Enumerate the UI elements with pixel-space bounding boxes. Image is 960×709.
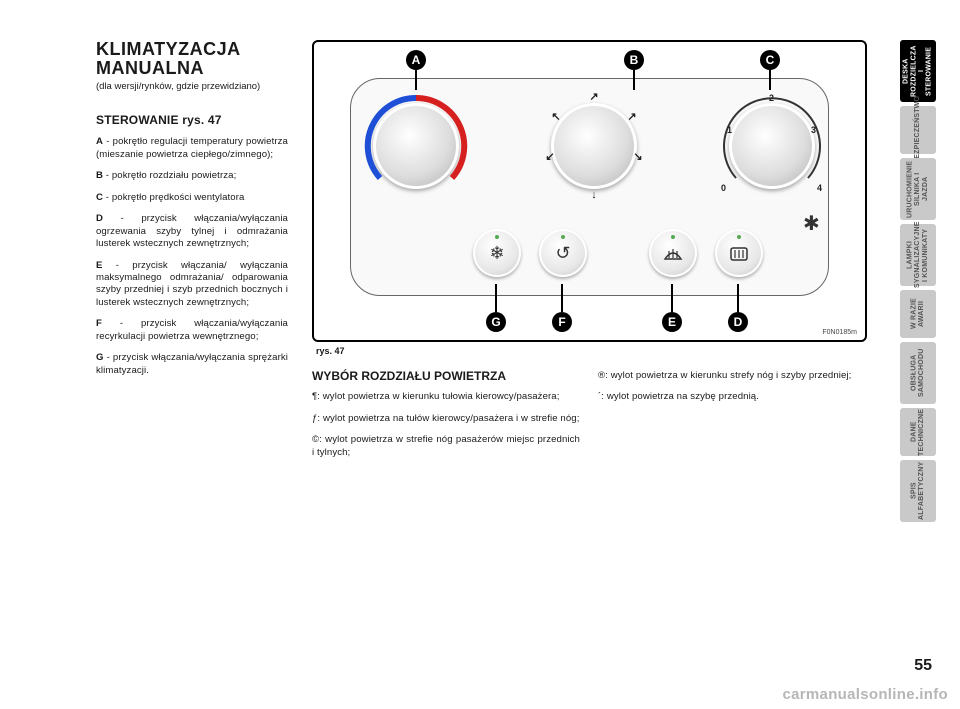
air-mode-3: ©: wylot powietrza w strefie nóg pasażer…: [312, 434, 580, 459]
callout-line: [671, 284, 673, 312]
callout-F: F: [552, 312, 572, 332]
svg-text:↖: ↖: [551, 111, 560, 123]
lower-col-2: ®: wylot powietrza w kierunku strefy nóg…: [598, 370, 866, 468]
button-ac-compressor: ❄: [473, 229, 521, 277]
led-icon: [495, 235, 499, 239]
page-title: KLIMATYZACJA MANUALNA: [96, 40, 288, 78]
snowflake-icon: ❄: [489, 243, 504, 264]
svg-text:↓: ↓: [591, 189, 597, 201]
recirc-icon: ↺: [555, 243, 570, 264]
svg-text:↘: ↘: [633, 151, 642, 163]
right-column: ↗ ↗ ↘ ↓ ↙ ↖ 0 1: [306, 40, 866, 660]
air-mode-4: ®: wylot powietrza w kierunku strefy nóg…: [598, 370, 866, 382]
figure-caption: rys. 47: [312, 346, 866, 356]
side-tabs: DESKA ROZDZIELCZA I STEROWANIE BEZPIECZE…: [900, 40, 936, 522]
callout-G: G: [486, 312, 506, 332]
svg-text:↗: ↗: [627, 111, 636, 123]
section-heading: STEROWANIE rys. 47: [96, 113, 288, 129]
windshield-rear-icon: [728, 243, 750, 263]
figure-code: F0N0185m: [822, 329, 857, 336]
windshield-front-icon: [662, 243, 684, 263]
tab-spis[interactable]: SPIS ALFABETYCZNY: [900, 460, 936, 522]
dial-fan-speed: [729, 103, 815, 189]
fan-label-4: 4: [817, 183, 822, 193]
para-C-text: - pokrętło prędkości wentylatora: [103, 192, 244, 203]
callout-line: [495, 284, 497, 312]
manual-page: KLIMATYZACJA MANUALNA (dla wersji/rynków…: [96, 40, 866, 660]
dial-temperature: [373, 103, 459, 189]
para-B-text: - pokrętło rozdziału powietrza;: [103, 170, 236, 181]
callout-C: C: [760, 50, 780, 70]
led-icon: [561, 235, 565, 239]
button-rear-defrost: [715, 229, 763, 277]
dial-a-arc: [356, 86, 476, 206]
dial-b-icons: ↗ ↗ ↘ ↓ ↙ ↖: [534, 86, 654, 206]
title-line-2: MANUALNA: [96, 58, 204, 78]
para-G-text: - przycisk włączania/wyłączania sprężark…: [96, 352, 288, 375]
tab-deska[interactable]: DESKA ROZDZIELCZA I STEROWANIE: [900, 40, 936, 102]
page-subtitle: (dla wersji/rynków, gdzie przewidziano): [96, 81, 288, 93]
fan-label-1: 1: [727, 125, 732, 135]
lower-columns: WYBÓR ROZDZIAŁU POWIETRZA ¶: wylot powie…: [312, 370, 866, 468]
para-G: G - przycisk włączania/wyłączania spręża…: [96, 352, 288, 377]
svg-text:↗: ↗: [589, 91, 598, 103]
dial-air-distribution: ↗ ↗ ↘ ↓ ↙ ↖: [551, 103, 637, 189]
panel-bezel: ↗ ↗ ↘ ↓ ↙ ↖ 0 1: [350, 78, 829, 296]
button-recirculation: ↺: [539, 229, 587, 277]
lower-col-1: WYBÓR ROZDZIAŁU POWIETRZA ¶: wylot powie…: [312, 370, 580, 468]
para-E-text: - przycisk włączania/ wyłączania maksyma…: [96, 260, 288, 308]
para-B: B - pokrętło rozdziału powietrza;: [96, 170, 288, 182]
callout-line: [415, 70, 417, 90]
tab-bezpieczenstwo[interactable]: BEZPIECZEŃSTWO: [900, 106, 936, 154]
callout-line: [561, 284, 563, 312]
figure-climate-panel: ↗ ↗ ↘ ↓ ↙ ↖ 0 1: [312, 40, 867, 342]
para-A-text: - pokrętło regulacji temperatury powietr…: [96, 136, 288, 159]
tab-obsluga[interactable]: OBSŁUGA SAMOCHODU: [900, 342, 936, 404]
callout-E: E: [662, 312, 682, 332]
tab-dane[interactable]: DANE TECHNICZNE: [900, 408, 936, 456]
para-E: E - przycisk włączania/ wyłączania maksy…: [96, 260, 288, 310]
fan-label-2: 2: [769, 93, 774, 103]
para-F-text: - przycisk włączania/wyłączania recyrkul…: [96, 318, 288, 341]
callout-line: [737, 284, 739, 312]
title-line-1: KLIMATYZACJA: [96, 39, 241, 59]
air-mode-5: ´: wylot powietrza na szybę przednią.: [598, 391, 866, 403]
para-D: D - przycisk włączania/wyłączania ogrzew…: [96, 213, 288, 250]
callout-line: [633, 70, 635, 90]
lower-heading: WYBÓR ROZDZIAŁU POWIETRZA: [312, 370, 580, 383]
callout-B: B: [624, 50, 644, 70]
fan-icon: ✱: [803, 211, 820, 236]
callout-D: D: [728, 312, 748, 332]
left-column: KLIMATYZACJA MANUALNA (dla wersji/rynków…: [96, 40, 306, 660]
button-max-defrost: [649, 229, 697, 277]
callout-line: [769, 70, 771, 90]
page-number: 55: [914, 657, 932, 675]
tab-awaria[interactable]: W RAZIE AWARII: [900, 290, 936, 338]
tab-lampki[interactable]: LAMPKI SYGNALIZACYJNE I KOMUNIKATY: [900, 224, 936, 286]
tab-uruchomienie[interactable]: URUCHOMIENIE SILNIKA I JAZDA: [900, 158, 936, 220]
fan-label-0: 0: [721, 183, 726, 193]
air-mode-2: ƒ: wylot powietrza na tułów kierowcy/pas…: [312, 413, 580, 425]
dial-c-arc: [712, 86, 832, 206]
led-icon: [671, 235, 675, 239]
para-C: C - pokrętło prędkości wentylatora: [96, 192, 288, 204]
para-F: F - przycisk włączania/wyłączania recyrk…: [96, 318, 288, 343]
led-icon: [737, 235, 741, 239]
air-mode-1: ¶: wylot powietrza w kierunku tułowia ki…: [312, 391, 580, 403]
watermark: carmanualsonline.info: [783, 686, 949, 703]
para-A: A - pokrętło regulacji temperatury powie…: [96, 136, 288, 161]
fan-label-3: 3: [811, 125, 816, 135]
para-D-text: - przycisk włączania/wyłączania ogrzewan…: [96, 213, 288, 249]
callout-A: A: [406, 50, 426, 70]
svg-text:↙: ↙: [545, 151, 554, 163]
